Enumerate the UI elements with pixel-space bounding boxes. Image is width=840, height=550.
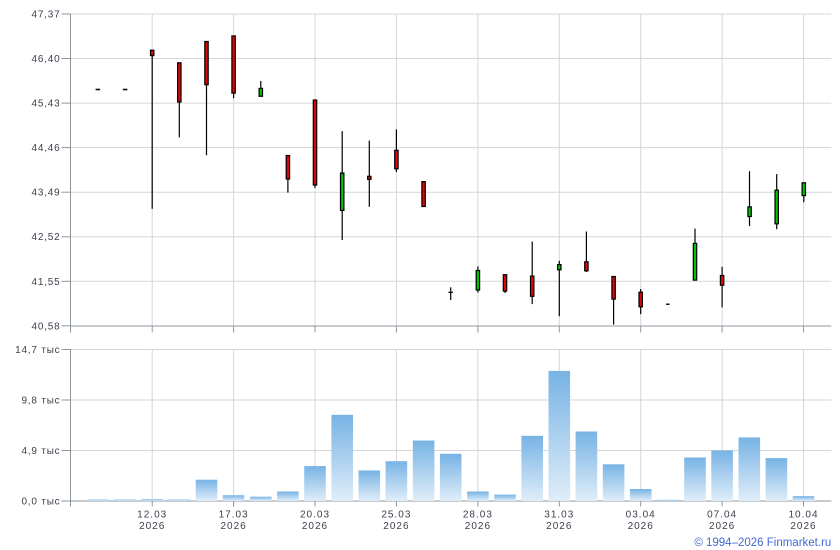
svg-text:43,49: 43,49 <box>31 188 60 199</box>
svg-text:9,8 тыс: 9,8 тыс <box>21 396 60 407</box>
svg-text:14,7 тыс: 14,7 тыс <box>15 345 60 356</box>
svg-text:2026: 2026 <box>709 521 735 532</box>
svg-text:2026: 2026 <box>220 521 246 532</box>
svg-text:2026: 2026 <box>546 521 572 532</box>
svg-text:2026: 2026 <box>302 521 328 532</box>
svg-text:2026: 2026 <box>139 521 165 532</box>
svg-text:20.03: 20.03 <box>300 510 330 521</box>
svg-text:2026: 2026 <box>383 521 409 532</box>
svg-text:0,0 тыс: 0,0 тыс <box>21 497 60 508</box>
svg-text:07.04: 07.04 <box>707 510 737 521</box>
svg-text:47,37: 47,37 <box>31 10 60 21</box>
svg-text:17.03: 17.03 <box>219 510 249 521</box>
svg-text:44,46: 44,46 <box>31 143 60 154</box>
svg-text:4,9 тыс: 4,9 тыс <box>21 446 60 457</box>
svg-text:42,52: 42,52 <box>31 232 60 243</box>
svg-text:© 1994–2026 Finmarket.ru: © 1994–2026 Finmarket.ru <box>694 537 831 549</box>
svg-text:2026: 2026 <box>628 521 654 532</box>
svg-text:03.04: 03.04 <box>626 510 656 521</box>
svg-text:28.03: 28.03 <box>463 510 493 521</box>
svg-text:10.04: 10.04 <box>788 510 818 521</box>
svg-text:46,40: 46,40 <box>31 54 60 65</box>
svg-text:41,55: 41,55 <box>31 277 60 288</box>
svg-text:31.03: 31.03 <box>544 510 574 521</box>
svg-text:2026: 2026 <box>465 521 491 532</box>
svg-text:12.03: 12.03 <box>137 510 167 521</box>
svg-text:25.03: 25.03 <box>381 510 411 521</box>
svg-text:45,43: 45,43 <box>31 99 60 110</box>
svg-text:2026: 2026 <box>790 521 816 532</box>
svg-text:40,58: 40,58 <box>31 321 60 332</box>
